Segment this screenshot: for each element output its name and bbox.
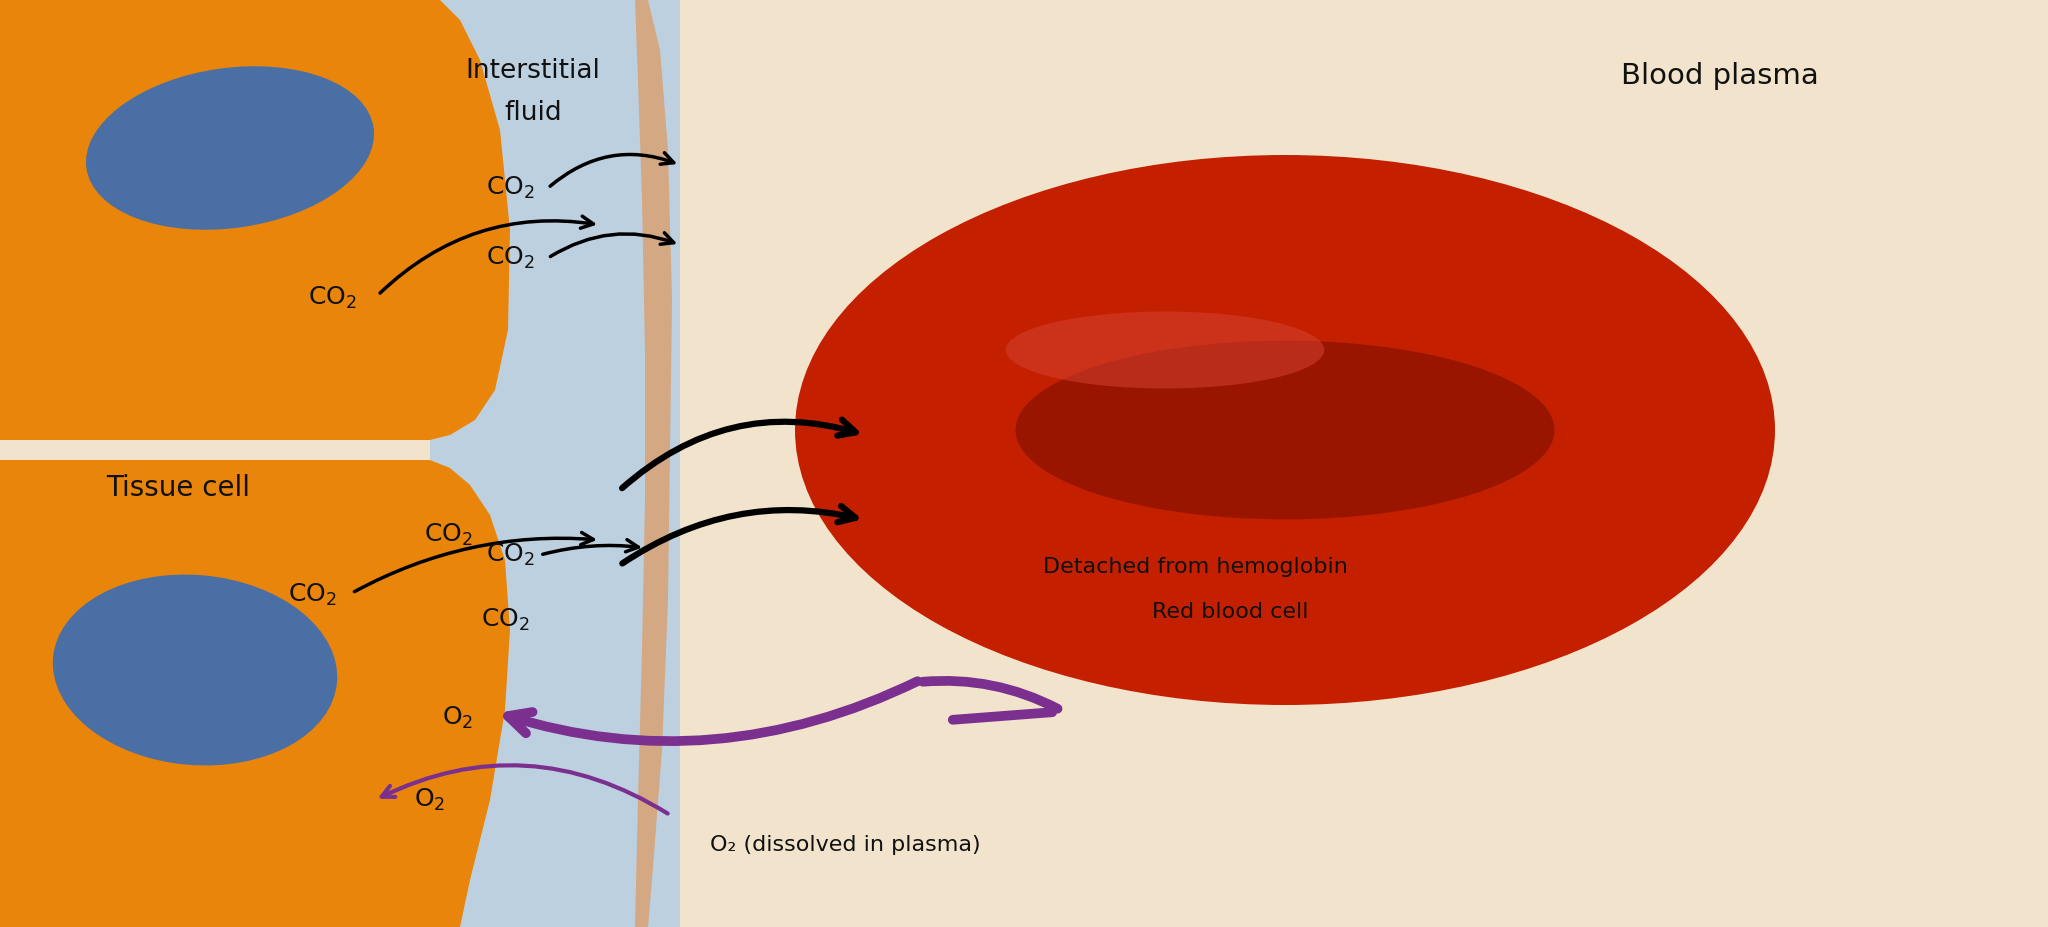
Text: Red blood cell: Red blood cell: [1151, 602, 1309, 622]
Text: O₂ (dissolved in plasma): O₂ (dissolved in plasma): [711, 835, 981, 855]
Text: fluid: fluid: [504, 100, 561, 126]
Text: CO$_2$: CO$_2$: [481, 607, 528, 633]
Polygon shape: [0, 0, 510, 440]
Text: Detached from hemoglobin: Detached from hemoglobin: [1042, 557, 1348, 577]
Text: CO$_2$: CO$_2$: [485, 245, 535, 271]
Text: CO$_2$: CO$_2$: [307, 285, 356, 311]
Polygon shape: [0, 460, 510, 927]
Bar: [430, 0, 680, 927]
Text: Interstitial: Interstitial: [465, 58, 600, 84]
Text: CO$_2$: CO$_2$: [485, 175, 535, 201]
Ellipse shape: [1006, 311, 1325, 388]
Ellipse shape: [53, 575, 338, 766]
Ellipse shape: [1016, 340, 1554, 519]
Text: Tissue cell: Tissue cell: [106, 474, 250, 502]
Text: CO$_2$: CO$_2$: [485, 542, 535, 568]
Text: O$_2$: O$_2$: [442, 705, 473, 731]
Polygon shape: [635, 0, 672, 927]
Text: CO$_2$: CO$_2$: [287, 582, 336, 608]
Ellipse shape: [795, 155, 1776, 705]
Text: O$_2$: O$_2$: [414, 787, 446, 813]
Text: CO$_2$: CO$_2$: [424, 522, 473, 548]
Text: Blood plasma: Blood plasma: [1622, 62, 1819, 90]
Ellipse shape: [86, 66, 375, 230]
